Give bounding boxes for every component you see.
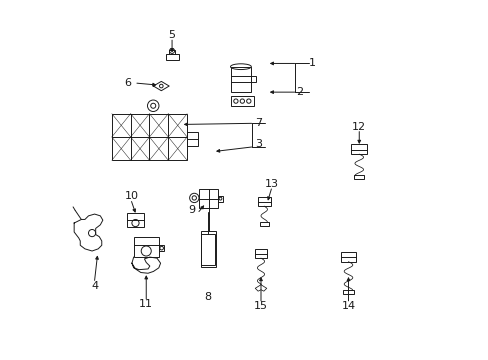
Bar <box>260 222 268 226</box>
Bar <box>159 245 164 251</box>
Text: 1: 1 <box>308 58 315 68</box>
Text: 15: 15 <box>253 301 267 311</box>
Text: 9: 9 <box>187 206 195 216</box>
Text: 5: 5 <box>168 30 175 40</box>
Bar <box>133 237 159 257</box>
Text: 2: 2 <box>296 87 303 97</box>
Bar <box>165 54 178 59</box>
Bar <box>168 50 175 54</box>
Bar <box>343 290 353 294</box>
Bar <box>251 76 255 82</box>
Bar <box>187 132 198 145</box>
Text: 8: 8 <box>204 292 211 302</box>
Bar <box>257 197 270 206</box>
Bar <box>351 144 366 154</box>
Text: 10: 10 <box>124 191 138 201</box>
Text: 7: 7 <box>255 118 262 128</box>
Bar <box>201 231 215 267</box>
Bar <box>353 175 364 179</box>
Bar <box>230 96 253 106</box>
Text: 12: 12 <box>351 122 366 132</box>
Bar <box>218 196 223 202</box>
Text: 4: 4 <box>91 281 98 291</box>
Bar <box>230 67 251 93</box>
Text: 11: 11 <box>139 299 153 309</box>
Bar <box>254 249 267 258</box>
Text: 3: 3 <box>255 139 262 149</box>
Text: 14: 14 <box>341 301 355 311</box>
Bar <box>201 234 214 265</box>
Bar <box>199 189 218 208</box>
Bar <box>126 213 144 227</box>
Text: 6: 6 <box>123 78 131 88</box>
Bar <box>340 252 356 262</box>
Text: 13: 13 <box>264 179 278 189</box>
Bar <box>112 114 187 160</box>
